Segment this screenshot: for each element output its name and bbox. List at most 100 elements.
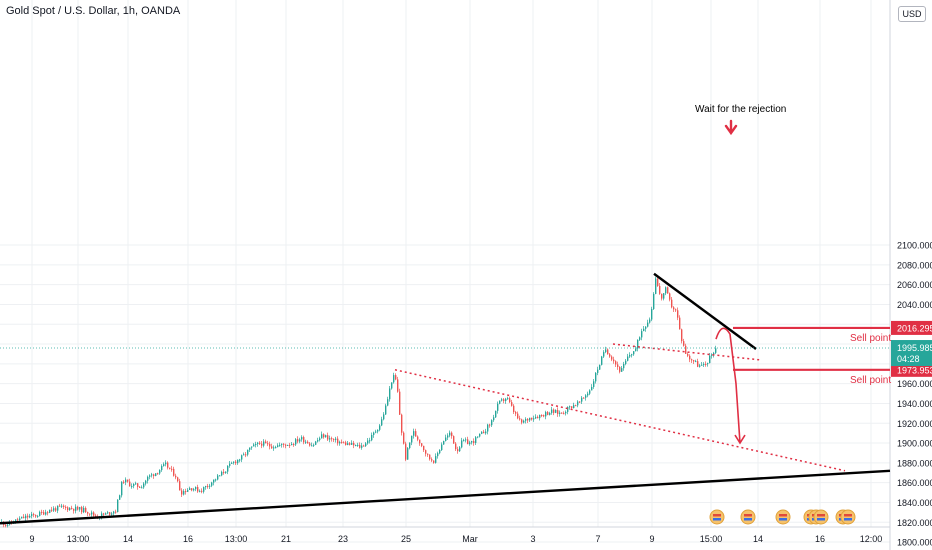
candle	[559, 412, 561, 414]
candle	[385, 405, 387, 415]
neckline[interactable]	[612, 343, 761, 361]
candle	[533, 418, 535, 420]
candle	[619, 367, 621, 372]
candle	[349, 443, 351, 445]
candle	[249, 447, 251, 450]
candle	[453, 436, 455, 444]
candle	[227, 465, 229, 472]
candle	[205, 485, 207, 488]
x-tick-label: 14	[123, 534, 133, 544]
candle	[395, 375, 397, 380]
candle	[565, 411, 567, 414]
candle	[365, 443, 367, 447]
candle	[55, 508, 57, 511]
candle	[17, 519, 19, 521]
event-flag-icon[interactable]	[775, 509, 791, 525]
y-tick-label: 1840.000	[897, 498, 932, 508]
candle	[471, 441, 473, 443]
candle	[493, 417, 495, 421]
candle	[121, 481, 123, 496]
candle	[181, 490, 183, 495]
x-tick-label: 9	[649, 534, 654, 544]
y-tick-label: 2040.000	[897, 300, 932, 310]
candle	[245, 454, 247, 456]
candle	[403, 432, 405, 444]
candle	[315, 441, 317, 445]
candle	[303, 437, 305, 443]
candle	[431, 459, 433, 461]
candle	[179, 481, 181, 491]
candle	[33, 514, 35, 516]
candle	[5, 524, 7, 526]
candle	[89, 513, 91, 515]
candle	[57, 505, 59, 511]
candle	[115, 511, 117, 513]
candle	[541, 415, 543, 417]
candle	[501, 399, 503, 401]
y-tick-label: 1900.000	[897, 439, 932, 449]
candle	[197, 486, 199, 492]
candle	[429, 454, 431, 460]
candle	[283, 443, 285, 445]
event-flag-stripe	[779, 514, 787, 517]
candle	[273, 447, 275, 449]
candle	[21, 516, 23, 519]
candle	[507, 398, 509, 400]
candle	[133, 484, 135, 487]
event-flag-icon[interactable]	[813, 509, 829, 525]
candle	[695, 361, 697, 363]
candle	[509, 398, 511, 403]
event-flag-icon[interactable]	[740, 509, 756, 525]
candle	[591, 386, 593, 391]
candle	[355, 445, 357, 447]
candle	[163, 464, 165, 467]
currency-button[interactable]: USD	[898, 6, 926, 22]
candle	[143, 483, 145, 488]
candle	[129, 481, 131, 487]
candle	[457, 449, 459, 452]
candle	[207, 485, 209, 487]
x-tick-label: Mar	[462, 534, 478, 544]
candle	[631, 354, 633, 356]
candle	[177, 477, 179, 482]
candle	[103, 513, 105, 515]
candle	[553, 409, 555, 413]
candle	[7, 524, 9, 526]
candle	[289, 444, 291, 446]
candle	[233, 461, 235, 463]
event-flag-stripe	[744, 518, 752, 521]
candle	[405, 443, 407, 460]
candle	[147, 476, 149, 481]
candle	[155, 473, 157, 477]
candle	[255, 443, 257, 445]
candle	[159, 470, 161, 474]
candle	[225, 471, 227, 473]
candle	[617, 364, 619, 368]
candle	[601, 356, 603, 365]
event-flag-icon[interactable]	[840, 509, 856, 525]
candle	[495, 410, 497, 418]
y-tick-label: 1860.000	[897, 478, 932, 488]
candle	[59, 505, 61, 507]
candle	[271, 446, 273, 449]
candle	[91, 512, 93, 515]
support-trendline[interactable]	[0, 469, 891, 525]
candle	[673, 307, 675, 310]
candle	[703, 363, 705, 365]
event-flag-stripe	[817, 514, 825, 517]
candle	[291, 444, 293, 446]
x-tick-label: 23	[338, 534, 348, 544]
event-flag-icon[interactable]	[709, 509, 725, 525]
candle	[647, 322, 649, 327]
candle	[307, 441, 309, 444]
candle	[633, 351, 635, 355]
candle	[269, 443, 271, 447]
candle	[645, 326, 647, 329]
falling-wedge-line[interactable]	[394, 369, 846, 472]
candle	[193, 489, 195, 491]
resistance-trendline[interactable]	[653, 272, 757, 350]
x-tick-label: 13:00	[225, 534, 248, 544]
candle	[137, 483, 139, 487]
